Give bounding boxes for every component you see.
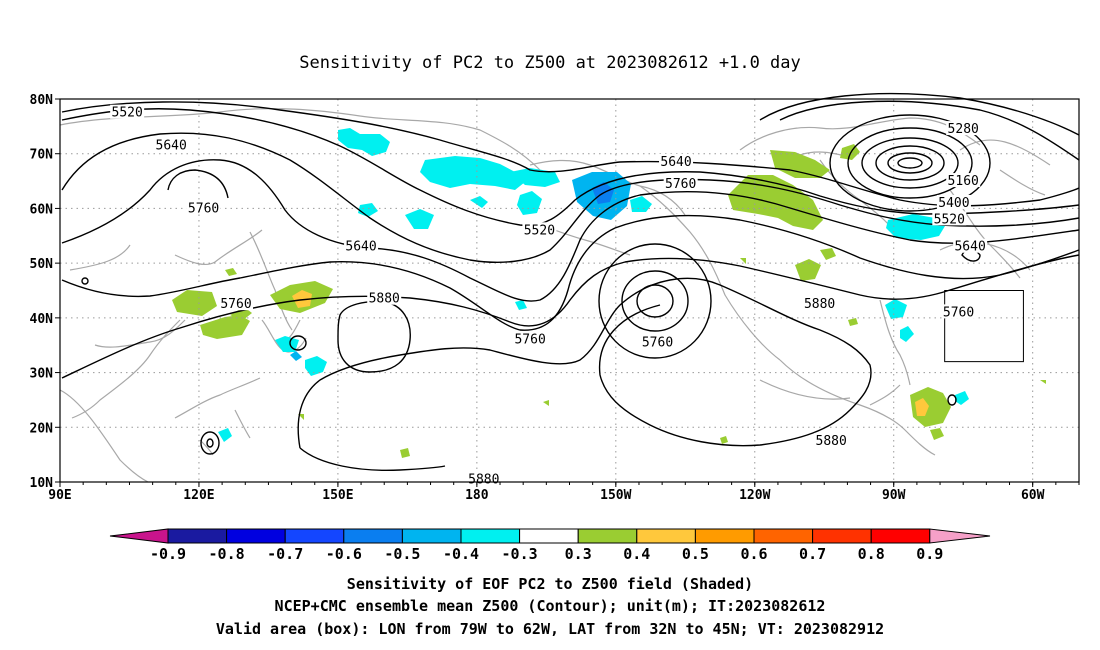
contour-label: 5640 [345, 240, 376, 255]
contour-label-bg [814, 432, 849, 447]
contour-label-bg [640, 334, 675, 349]
contour-label-bg [154, 137, 189, 152]
colorbar-segment [636, 528, 696, 544]
colorbar-segment [460, 528, 521, 544]
y-tick-label: 30N [30, 367, 54, 382]
footer-line-3: Valid area (box): LON from 79W to 62W, L… [216, 620, 884, 638]
colorbar-right-tip [929, 528, 991, 544]
colorbar-label: 0.4 [623, 545, 650, 563]
y-tick-label: 60N [30, 202, 54, 217]
colorbar-label: 0.8 [858, 545, 885, 563]
contour-label: 5520 [112, 106, 143, 121]
contour-label-bg [663, 175, 698, 190]
colorbar-label: -0.4 [443, 545, 479, 563]
contour-label: 5280 [948, 122, 979, 137]
contour-label: 5880 [468, 472, 499, 487]
contour-label: 5640 [954, 240, 985, 255]
map-panel: 5520 5640 5760 5640 5760 5880 5520 5640 5760 5760… [59, 92, 1080, 487]
colorbar-label: -0.3 [502, 545, 538, 563]
colorbar-segment [753, 528, 814, 544]
x-tick-label: 150E [322, 488, 353, 503]
x-tick-label: 120W [739, 488, 770, 503]
colorbar-segment [812, 528, 872, 544]
x-axis-labels: 90E 120E 150E 180 150W 120W 90W 60W [48, 482, 1080, 503]
y-tick-label: 70N [30, 148, 54, 163]
contour-label-bg [941, 304, 976, 319]
contour-labels: 5520 5640 5760 5640 5760 5880 5520 5640 5760 5760… [110, 104, 988, 487]
contour-label: 5640 [156, 139, 187, 154]
contour-label: 5880 [816, 434, 847, 449]
colorbar-label: 0.9 [916, 545, 943, 563]
colorbar-segment [401, 528, 462, 544]
contour-label: 5880 [369, 292, 400, 307]
colorbar-label: 0.5 [682, 545, 709, 563]
colorbar-label: 0.3 [565, 545, 592, 563]
x-tick-label: 90W [882, 488, 906, 503]
colorbar-segment [226, 528, 286, 544]
colorbar-segment [167, 528, 228, 544]
colorbar-label: -0.8 [209, 545, 245, 563]
x-tick-label: 60W [1021, 488, 1045, 503]
y-tick-label: 50N [30, 257, 54, 272]
contour-label-bg [946, 173, 981, 188]
colorbar-label: -0.9 [150, 545, 186, 563]
colorbar-segment [284, 528, 345, 544]
x-tick-label: 120E [183, 488, 214, 503]
contour-label-bg [522, 222, 557, 237]
colorbar-label: -0.6 [326, 545, 362, 563]
x-tick-label: 150W [600, 488, 631, 503]
colorbar-left-tip [109, 528, 169, 544]
contour-label: 5640 [660, 155, 691, 170]
y-tick-label: 40N [30, 312, 54, 327]
contour-label: 5160 [948, 174, 979, 189]
contour-label: 5760 [514, 333, 545, 348]
contour-label: 5760 [188, 201, 219, 216]
y-tick-label: 80N [30, 93, 54, 108]
contour-label-bg [110, 104, 145, 119]
contour-label-bg [219, 296, 254, 311]
colorbar-segment [343, 528, 403, 544]
y-tick-label: 20N [30, 421, 54, 436]
contour-label: 5760 [642, 335, 673, 350]
colorbar-label: 0.7 [799, 545, 826, 563]
y-axis-labels: 10N 20N 30N 40N 50N 60N 70N 80N [30, 93, 60, 491]
contour-label-bg [936, 194, 971, 209]
contour-label-bg [802, 296, 837, 311]
contour-label-bg [946, 121, 981, 136]
contour-label-bg [186, 200, 221, 215]
x-tick-label: 180 [465, 488, 489, 503]
colorbar-segment [870, 528, 931, 544]
contour-label-bg [367, 290, 402, 305]
contour-label: 5520 [524, 223, 555, 238]
footer-line-1: Sensitivity of EOF PC2 to Z500 field (Sh… [347, 575, 753, 593]
contour-label: 5400 [938, 196, 969, 211]
colorbar-segment [519, 528, 579, 544]
contour-label: 5880 [804, 297, 835, 312]
colorbar-segment [694, 528, 755, 544]
figure-title: Sensitivity of PC2 to Z500 at 2023082612… [299, 53, 801, 73]
colorbar-label: -0.5 [384, 545, 420, 563]
map-background [60, 99, 1079, 482]
contour-label: 5760 [665, 177, 696, 192]
sensitivity-shading [172, 128, 1046, 458]
contour-label-bg [932, 211, 967, 226]
contour-label-bg [344, 238, 379, 253]
x-tick-label: 90E [48, 488, 71, 503]
contour-label-bg [513, 331, 548, 346]
colorbar-label: 0.6 [740, 545, 767, 563]
contour-label: 5760 [220, 297, 251, 312]
contour-label-bg [953, 238, 988, 253]
contour-label-bg [659, 153, 694, 168]
valid-area-box [944, 290, 1024, 363]
colorbar: -0.9 -0.8 -0.7 -0.6 -0.5 -0.4 -0.3 0.3 0.4 0.5 0.6… [109, 528, 991, 563]
colorbar-label: -0.7 [267, 545, 303, 563]
coastlines [59, 107, 1051, 483]
colorbar-segment [577, 528, 638, 544]
y-tick-label: 10N [30, 476, 54, 491]
graticule [60, 99, 1079, 482]
footer-line-2: NCEP+CMC ensemble mean Z500 (Contour); u… [275, 597, 826, 615]
contour-label: 5520 [934, 212, 965, 227]
contour-label: 5760 [943, 305, 974, 320]
